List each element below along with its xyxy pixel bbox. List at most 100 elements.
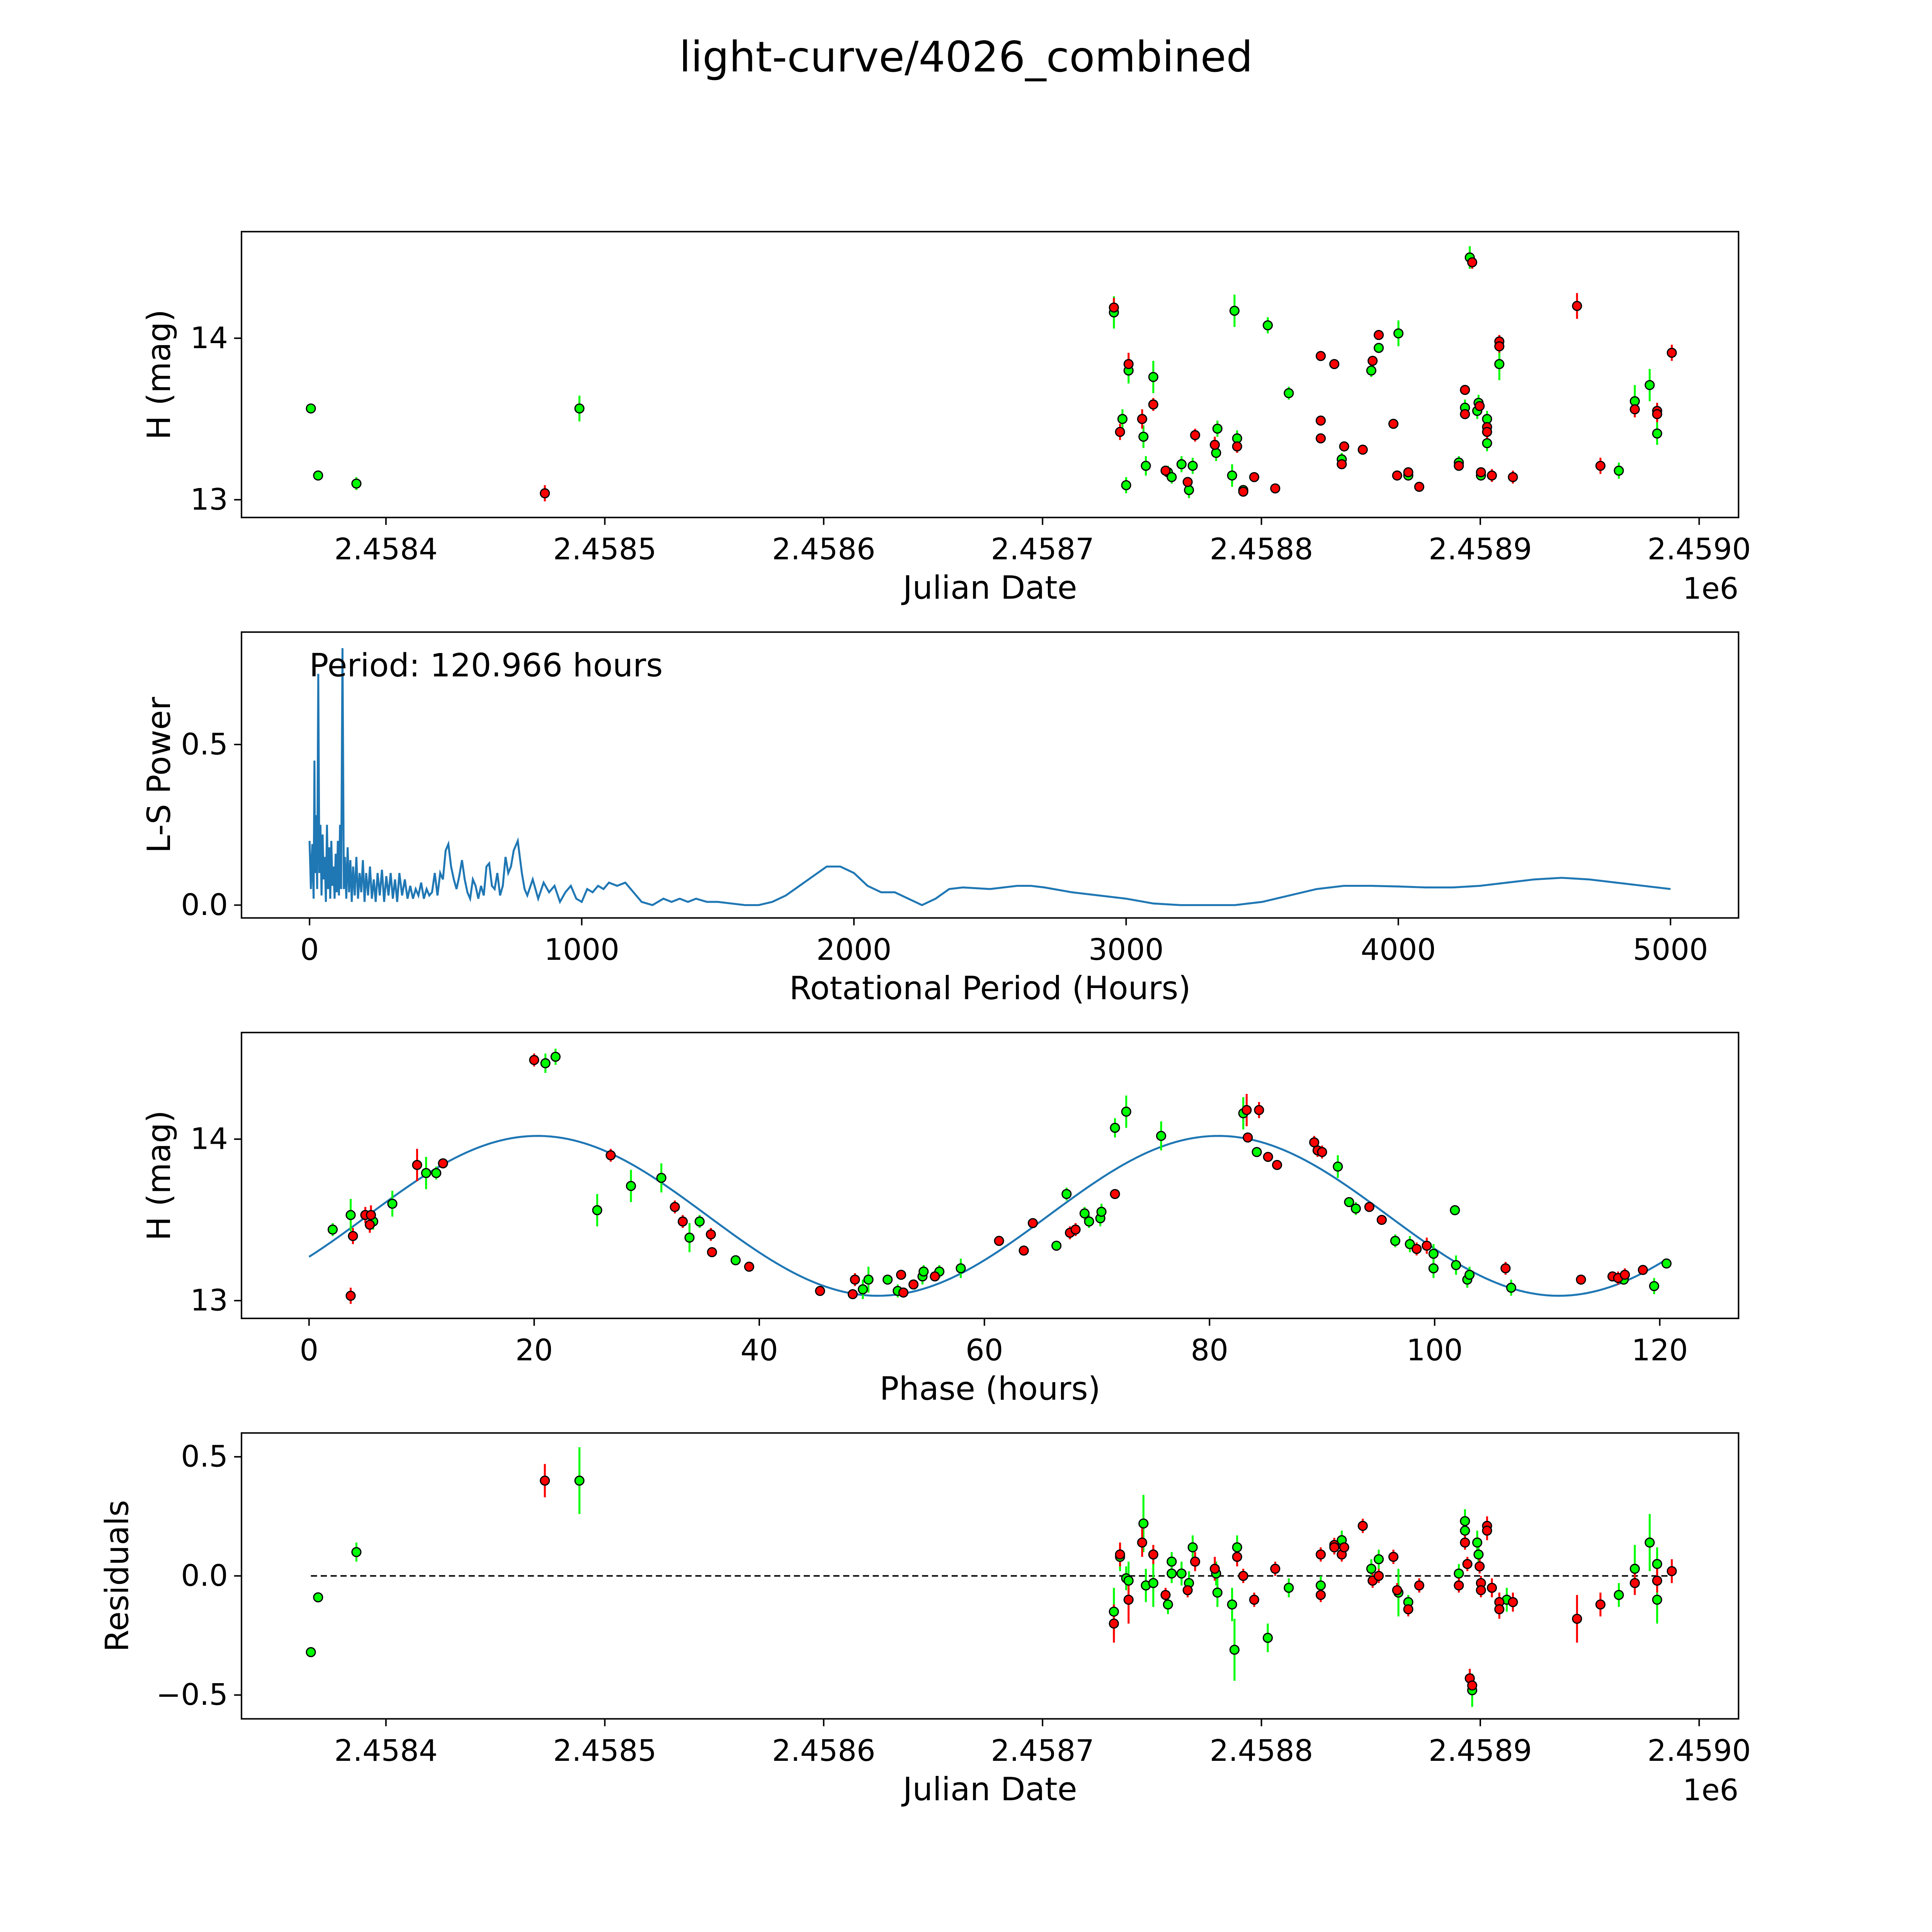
data-point bbox=[1476, 1585, 1486, 1595]
x-axis-label: Rotational Period (Hours) bbox=[789, 969, 1191, 1007]
data-point bbox=[1652, 428, 1662, 439]
data-point bbox=[1366, 1563, 1376, 1574]
data-point bbox=[1652, 409, 1662, 419]
data-point bbox=[1315, 433, 1326, 444]
data-point bbox=[1620, 1270, 1630, 1280]
data-point bbox=[1121, 480, 1131, 490]
y-tick-label: 13 bbox=[190, 1284, 228, 1318]
data-point bbox=[706, 1229, 716, 1240]
data-point bbox=[365, 1219, 375, 1230]
data-point bbox=[1315, 1549, 1326, 1560]
data-point bbox=[1388, 418, 1399, 429]
data-point bbox=[1262, 320, 1273, 330]
x-axis-label: Phase (hours) bbox=[879, 1370, 1100, 1407]
data-point bbox=[1284, 388, 1294, 398]
x-tick-label: 2.4589 bbox=[1429, 532, 1532, 567]
data-point bbox=[1422, 1240, 1432, 1251]
model-fit-curve bbox=[308, 1135, 1666, 1297]
y-tick-label: 0.0 bbox=[181, 888, 228, 922]
data-point bbox=[1405, 1239, 1415, 1249]
data-point bbox=[896, 1270, 906, 1280]
data-point bbox=[1284, 1583, 1294, 1593]
data-point bbox=[1374, 1554, 1384, 1565]
data-point bbox=[1137, 414, 1147, 424]
data-point bbox=[1344, 1197, 1354, 1208]
data-point bbox=[1176, 1568, 1187, 1579]
data-point bbox=[1117, 414, 1128, 424]
data-point bbox=[1464, 1270, 1475, 1280]
data-point bbox=[1339, 1542, 1349, 1553]
data-point bbox=[1454, 461, 1464, 471]
data-point bbox=[1209, 440, 1220, 450]
data-point bbox=[1315, 1590, 1326, 1600]
data-point bbox=[1109, 1618, 1119, 1629]
data-point bbox=[1337, 459, 1347, 469]
data-point bbox=[1629, 1578, 1640, 1588]
data-point bbox=[1428, 1263, 1439, 1274]
data-point bbox=[1576, 1274, 1586, 1285]
data-point bbox=[656, 1173, 667, 1183]
data-point bbox=[1229, 1645, 1240, 1655]
data-point bbox=[574, 403, 585, 414]
data-point bbox=[626, 1181, 636, 1191]
x-tick-label: 2.4585 bbox=[553, 1734, 656, 1768]
data-point bbox=[1238, 1571, 1248, 1581]
data-point bbox=[529, 1055, 539, 1065]
data-point bbox=[1182, 477, 1193, 487]
data-point bbox=[1454, 1580, 1464, 1591]
data-point bbox=[1629, 1563, 1640, 1574]
axes-frame bbox=[241, 1432, 1740, 1720]
x-offset-text: 1e6 bbox=[1683, 572, 1738, 606]
data-point bbox=[1190, 1556, 1200, 1567]
data-point bbox=[1262, 1633, 1273, 1643]
data-point bbox=[345, 1210, 356, 1220]
data-point bbox=[1176, 459, 1187, 469]
phased-plot-area bbox=[308, 1048, 1672, 1304]
data-point bbox=[1614, 466, 1624, 476]
x-tick-label: 2.4588 bbox=[1210, 532, 1313, 567]
data-point bbox=[930, 1271, 940, 1282]
data-point bbox=[1357, 444, 1368, 455]
data-point bbox=[1494, 341, 1505, 352]
x-tick-label: 2.4587 bbox=[991, 532, 1094, 567]
periodogram-line bbox=[308, 648, 1671, 906]
data-point bbox=[412, 1160, 422, 1170]
y-tick-label: 0.5 bbox=[181, 727, 228, 762]
data-point bbox=[1428, 1248, 1439, 1259]
data-point bbox=[1232, 1552, 1242, 1562]
x-tick-label: 2.4589 bbox=[1429, 1734, 1532, 1768]
data-point bbox=[1243, 1132, 1253, 1143]
residuals-plot-area bbox=[306, 1447, 1677, 1707]
data-point bbox=[1187, 1542, 1198, 1553]
x-axis-label: Julian Date bbox=[901, 1770, 1077, 1808]
x-tick-label: 2.4590 bbox=[1648, 1734, 1751, 1768]
data-point bbox=[1661, 1258, 1672, 1269]
light-curve-panel: 2.4584 2.4585 2.4586 2.4587 2.4588 2.4589 2.45… bbox=[140, 231, 1751, 607]
data-point bbox=[1160, 466, 1171, 476]
data-point bbox=[1061, 1189, 1072, 1199]
x-tick-label: 3000 bbox=[1088, 933, 1164, 967]
data-point bbox=[1109, 1606, 1119, 1617]
y-tick-label: 0.5 bbox=[181, 1440, 228, 1474]
x-tick-label: 2.4587 bbox=[991, 1734, 1094, 1768]
axes-frame bbox=[241, 631, 1740, 919]
data-point bbox=[1123, 1575, 1134, 1586]
data-point bbox=[539, 488, 550, 498]
data-point bbox=[1148, 1549, 1158, 1560]
data-point bbox=[1242, 1105, 1252, 1115]
data-point bbox=[847, 1289, 858, 1299]
data-point bbox=[1187, 461, 1198, 471]
data-point bbox=[1652, 1575, 1662, 1586]
x-tick-label: 2.4584 bbox=[334, 532, 438, 567]
data-point bbox=[1232, 441, 1242, 452]
data-point bbox=[1376, 1214, 1387, 1225]
data-point bbox=[908, 1279, 919, 1290]
data-point bbox=[345, 1291, 356, 1301]
data-point bbox=[1249, 472, 1259, 482]
data-point bbox=[1121, 1106, 1131, 1117]
data-point bbox=[1141, 461, 1151, 471]
data-point bbox=[1614, 1590, 1624, 1600]
data-point bbox=[863, 1274, 874, 1285]
data-point bbox=[1482, 427, 1492, 437]
x-axis-label: Julian Date bbox=[901, 569, 1077, 607]
